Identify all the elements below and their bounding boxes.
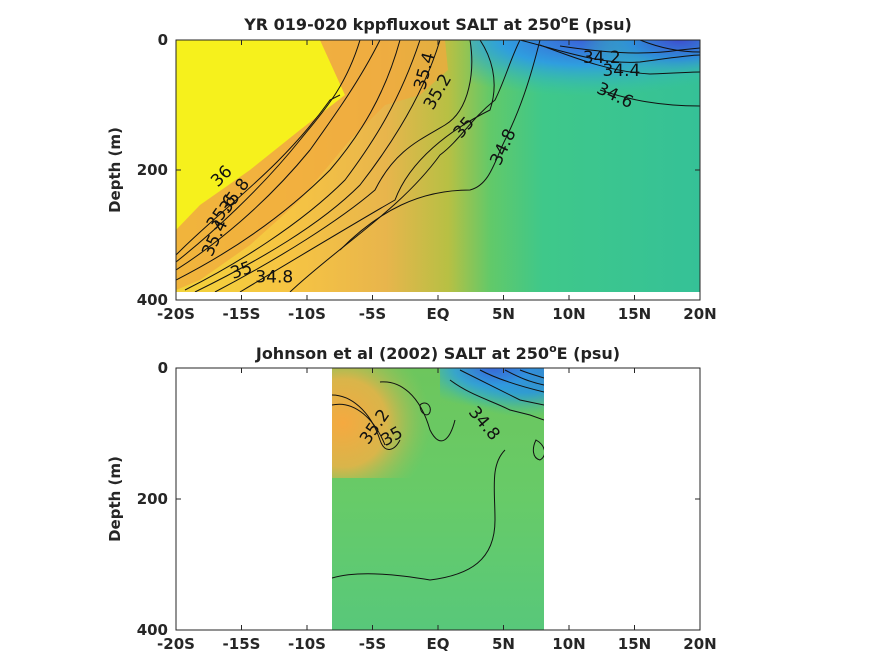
contour-label: 34.4 xyxy=(602,61,640,81)
panel-model-x-axis: -20S -15S -10S -5S EQ 5N 10N 15N 20N xyxy=(157,40,717,323)
x-tick-label: -5S xyxy=(359,305,386,323)
panel-model: YR 019-020 kppfluxout SALT at 250oE (psu… xyxy=(106,13,717,323)
contour-label: 34.8 xyxy=(255,267,293,287)
x-tick-label: 20N xyxy=(683,635,716,653)
x-tick-label: 20N xyxy=(683,305,716,323)
x-tick-label: EQ xyxy=(427,305,450,323)
y-tick-label: 400 xyxy=(137,291,168,309)
y-tick-label: 0 xyxy=(158,359,168,377)
panel-model-title: YR 019-020 kppfluxout SALT at 250oE (psu… xyxy=(243,13,632,34)
x-tick-label: -20S xyxy=(157,305,195,323)
x-tick-label: EQ xyxy=(427,635,450,653)
y-tick-label: 400 xyxy=(137,621,168,639)
panel-model-y-label: Depth (m) xyxy=(106,127,124,213)
panel-observed-x-axis: -20S -15S -10S -5S EQ 5N 10N 15N 20N xyxy=(157,368,717,653)
y-tick-label: 200 xyxy=(137,490,168,508)
panel-model-contours xyxy=(176,40,700,292)
panel-model-salinity-field: 34.234.434.635.435.235 34.83635.835.635.4… xyxy=(176,40,700,292)
x-tick-label: -5S xyxy=(359,635,386,653)
x-tick-label: -10S xyxy=(288,305,326,323)
y-tick-label: 200 xyxy=(137,161,168,179)
x-tick-label: 5N xyxy=(492,635,515,653)
panel-observed-contours xyxy=(332,369,544,581)
panel-observed-salinity-field: 35.235 34.8 xyxy=(332,368,544,630)
x-tick-label: -15S xyxy=(223,635,261,653)
x-tick-label: 5N xyxy=(492,305,515,323)
x-tick-label: 10N xyxy=(552,635,585,653)
y-tick-label: 0 xyxy=(158,31,168,49)
contour-label: 34.2 xyxy=(583,48,621,68)
x-tick-label: -20S xyxy=(157,635,195,653)
panel-observed-y-axis: 0 200 400 xyxy=(137,359,700,639)
panel-observed-y-label: Depth (m) xyxy=(106,456,124,542)
x-tick-label: -10S xyxy=(288,635,326,653)
panel-model-y-axis: 0 200 400 xyxy=(137,31,700,309)
panel-observed-title: Johnson et al (2002) SALT at 250oE (psu) xyxy=(255,342,620,363)
x-tick-label: 15N xyxy=(618,305,651,323)
x-tick-label: -15S xyxy=(223,305,261,323)
panel-observed: Johnson et al (2002) SALT at 250oE (psu) xyxy=(106,342,717,653)
x-tick-label: 15N xyxy=(618,635,651,653)
x-tick-label: 10N xyxy=(552,305,585,323)
